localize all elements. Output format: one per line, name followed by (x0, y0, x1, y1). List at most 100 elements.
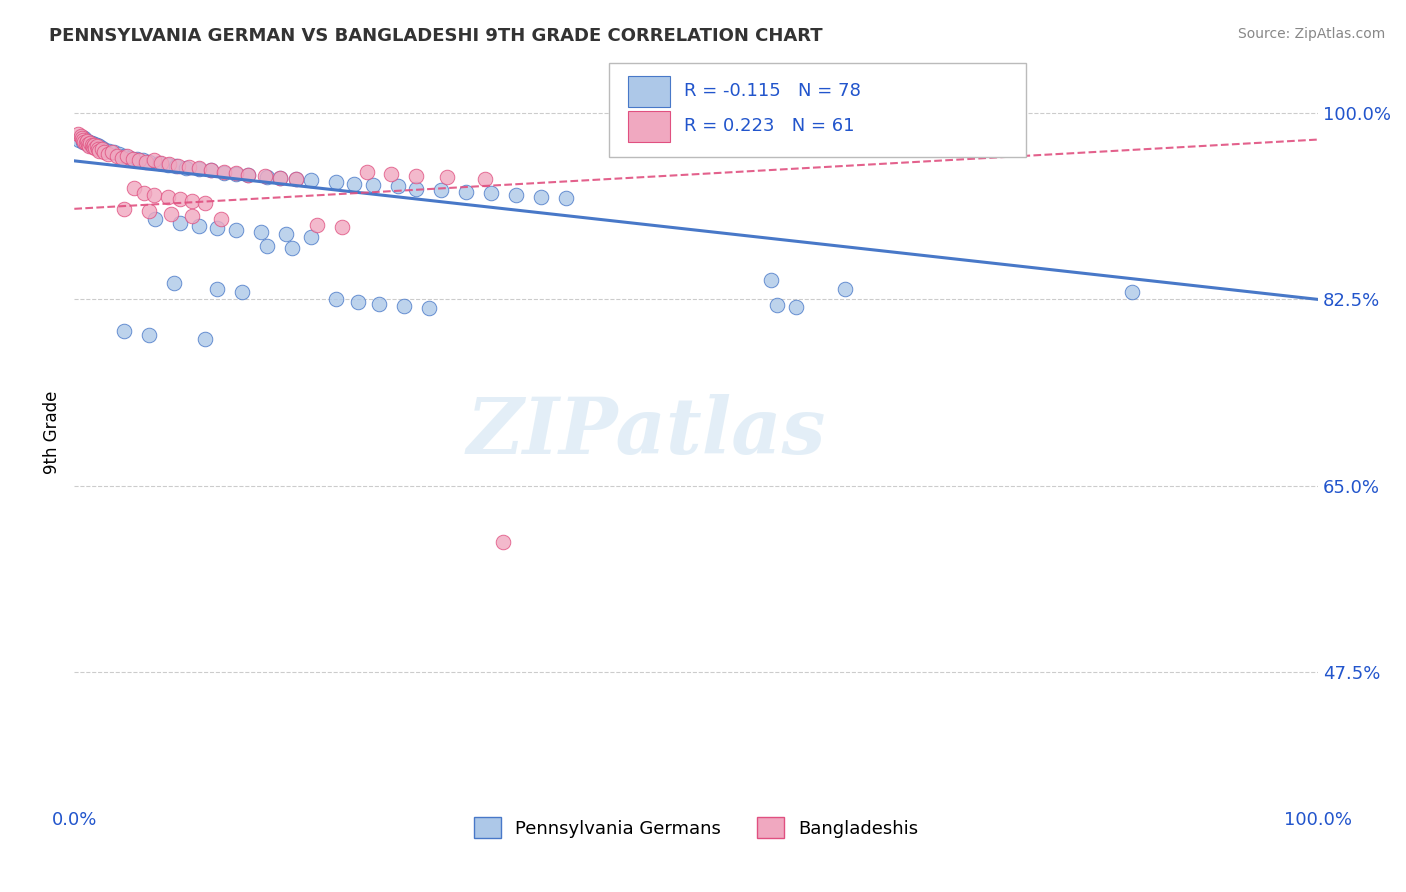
Point (84, 140, 107, 154)
Point (93, 145, 115, 160)
Point (67, 127, 90, 141)
Point (166, 159, 188, 173)
Point (132, 186, 155, 200)
Point (142, 188, 165, 202)
Y-axis label: 9th Grade: 9th Grade (44, 391, 60, 475)
Text: PENNSYLVANIA GERMAN VS BANGLADESHI 9TH GRADE CORRELATION CHART: PENNSYLVANIA GERMAN VS BANGLADESHI 9TH G… (49, 27, 823, 45)
Point (436, 169, 458, 184)
Point (174, 161, 197, 176)
Point (212, 164, 235, 178)
Point (138, 155, 160, 169)
Point (82, 139, 104, 153)
Point (112, 148, 135, 162)
Point (157, 157, 180, 171)
Point (207, 282, 229, 296)
Text: R = 0.223   N = 61: R = 0.223 N = 61 (683, 117, 855, 135)
Point (256, 239, 278, 253)
Point (281, 241, 304, 255)
Point (418, 301, 440, 315)
Point (80, 137, 103, 152)
Point (785, 300, 807, 314)
Point (387, 179, 409, 194)
Point (530, 190, 553, 204)
Point (169, 192, 191, 206)
Point (834, 282, 856, 296)
Point (138, 327, 160, 342)
Point (269, 170, 291, 185)
Point (112, 325, 135, 339)
Point (128, 153, 150, 167)
Point (325, 293, 347, 307)
Point (83, 136, 105, 151)
Point (89, 145, 111, 159)
Point (187, 162, 209, 177)
Point (1121, 285, 1143, 299)
Point (94, 143, 117, 157)
Point (554, 191, 576, 205)
Text: Source: ZipAtlas.com: Source: ZipAtlas.com (1237, 27, 1385, 41)
Point (392, 299, 415, 313)
Point (325, 175, 347, 189)
Point (73, 135, 96, 149)
Point (97, 147, 120, 161)
Point (269, 170, 291, 185)
Point (274, 227, 297, 242)
Point (142, 153, 165, 167)
Point (356, 164, 378, 178)
Point (361, 178, 384, 193)
Text: ZIPatlas: ZIPatlas (467, 394, 827, 471)
Point (72, 135, 94, 149)
Point (231, 285, 253, 299)
Point (181, 209, 204, 223)
Point (70, 131, 93, 145)
Point (766, 298, 789, 312)
Legend: Pennsylvania Germans, Bangladeshis: Pennsylvania Germans, Bangladeshis (467, 810, 927, 846)
Point (380, 167, 402, 181)
Point (187, 161, 209, 176)
Point (87, 142, 110, 156)
Point (456, 185, 478, 199)
Point (163, 277, 186, 291)
Point (138, 203, 160, 218)
Point (120, 151, 142, 165)
Point (479, 186, 502, 200)
Point (207, 221, 229, 235)
Point (122, 180, 145, 194)
Point (115, 148, 138, 162)
Point (238, 168, 260, 182)
Point (89, 139, 111, 153)
Point (284, 172, 307, 186)
Point (79, 137, 101, 152)
Point (187, 219, 209, 233)
Point (103, 145, 125, 160)
Point (83, 137, 105, 152)
Point (110, 151, 132, 165)
Point (156, 158, 179, 172)
Point (86, 137, 108, 152)
Point (194, 332, 217, 346)
Point (250, 225, 273, 239)
Point (225, 167, 247, 181)
Point (200, 163, 222, 178)
Point (100, 145, 122, 160)
Point (492, 535, 515, 549)
Point (76, 134, 98, 148)
FancyBboxPatch shape (628, 112, 671, 143)
Point (169, 216, 191, 230)
Point (82, 140, 104, 154)
Point (77, 136, 100, 151)
Point (72, 132, 94, 146)
Point (90, 141, 112, 155)
Point (69, 129, 91, 144)
Point (405, 181, 427, 195)
Point (759, 273, 782, 287)
Text: R = -0.115   N = 78: R = -0.115 N = 78 (683, 82, 860, 100)
FancyBboxPatch shape (609, 63, 1026, 157)
Point (80, 136, 103, 150)
Point (212, 165, 235, 179)
Point (284, 172, 307, 186)
FancyBboxPatch shape (628, 76, 671, 107)
Point (177, 161, 200, 175)
Point (143, 212, 166, 227)
Point (90, 142, 112, 156)
